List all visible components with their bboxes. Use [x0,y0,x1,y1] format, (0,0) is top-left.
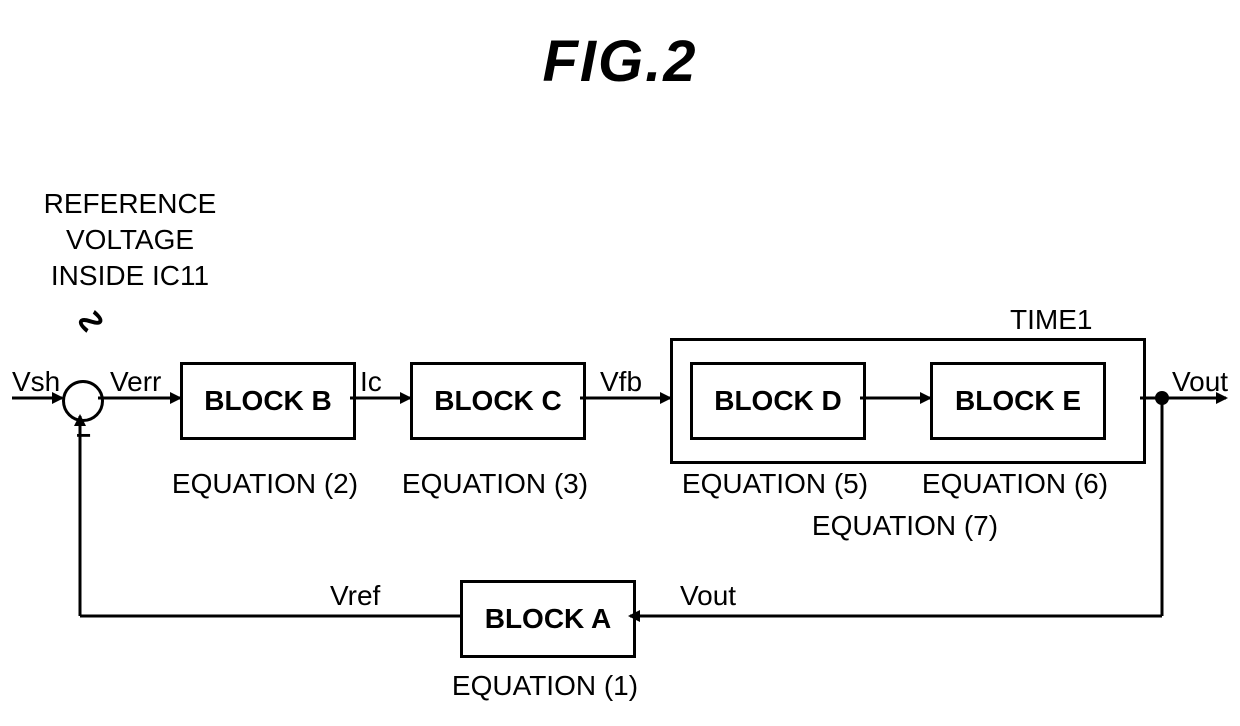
annotation-pointer-squiggle: ∿ [64,297,115,344]
block-d-equation: EQUATION (5) [682,468,868,500]
signal-vref-feedback: Vref [330,580,380,612]
block-a-label: BLOCK A [485,603,612,635]
output-tap-node [1155,391,1169,405]
block-c-equation: EQUATION (3) [402,468,588,500]
signal-vout: Vout [1172,366,1228,398]
block-c: BLOCK C [410,362,586,440]
signal-verr: Verr [110,366,161,398]
signal-vfb: Vfb [600,366,642,398]
block-b-label: BLOCK B [204,385,332,417]
signal-ic: Ic [360,366,382,398]
block-a-equation: EQUATION (1) [452,670,638,702]
block-a: BLOCK A [460,580,636,658]
group-time1-label: TIME1 [1010,304,1092,336]
annotation-line-2: VOLTAGE [66,224,194,256]
block-b: BLOCK B [180,362,356,440]
signal-vsh: Vsh [12,366,60,398]
block-e-label: BLOCK E [955,385,1081,417]
minus-sign: − [76,420,91,451]
block-b-equation: EQUATION (2) [172,468,358,500]
annotation-line-3: INSIDE IC11 [51,260,209,292]
figure-title: FIG.2 [0,28,1240,95]
diagram-canvas: FIG.2 REFERENCE VOLTAGE INSIDE IC11 ∿ − … [0,0,1240,726]
block-c-label: BLOCK C [434,385,562,417]
block-d-label: BLOCK D [714,385,842,417]
group-time1-equation: EQUATION (7) [812,510,998,542]
summing-node [62,380,104,422]
signal-vout-feedback: Vout [680,580,736,612]
block-e: BLOCK E [930,362,1106,440]
block-d: BLOCK D [690,362,866,440]
annotation-line-1: REFERENCE [44,188,217,220]
block-e-equation: EQUATION (6) [922,468,1108,500]
